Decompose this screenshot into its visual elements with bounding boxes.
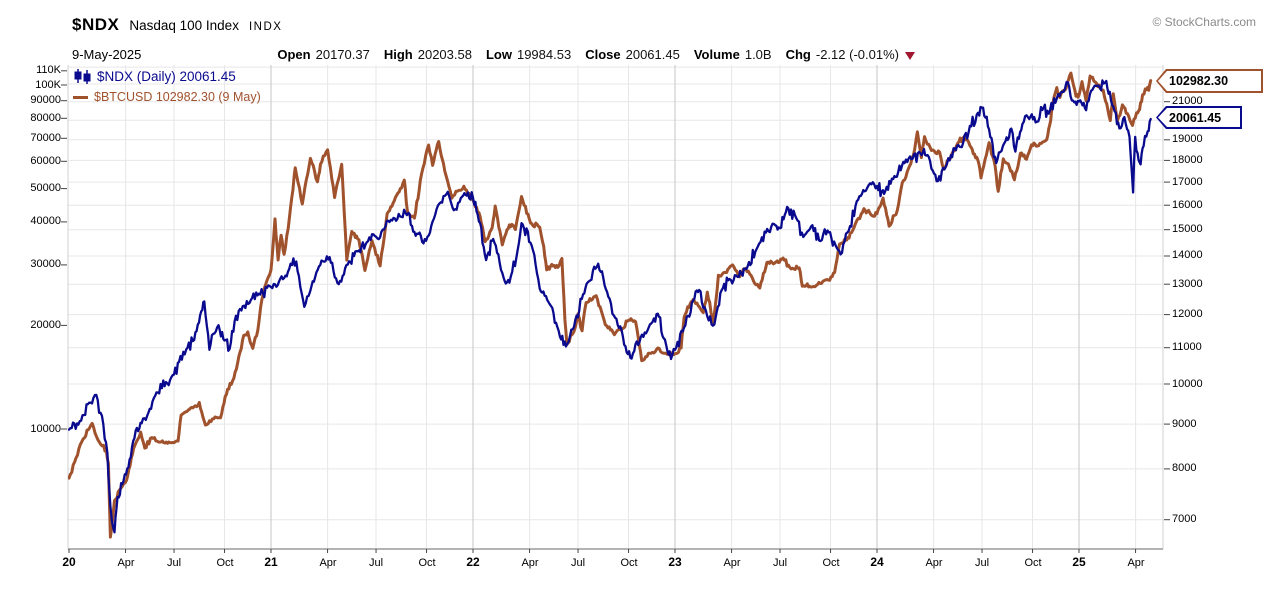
left-axis-label: 40000 <box>30 215 61 227</box>
x-axis-year-label: 22 <box>466 555 480 569</box>
x-axis-month-label: Jul <box>772 557 788 569</box>
x-axis-month-label: Oct <box>216 557 234 569</box>
right-axis-label: 15000 <box>1172 223 1203 235</box>
right-axis-label: 11000 <box>1172 341 1202 353</box>
x-axis-year-label: 20 <box>62 555 76 569</box>
right-axis-label: 17000 <box>1172 176 1203 188</box>
right-axis-label: 13000 <box>1172 278 1203 290</box>
x-axis-year-label: 24 <box>870 555 884 569</box>
legend-btcusd-label: $BTCUSD 102982.30 (9 May) <box>94 90 261 104</box>
x-axis-month-label: Oct <box>822 557 840 569</box>
x-axis-month-label: Apr <box>1127 557 1145 569</box>
x-axis-month-label: Oct <box>418 557 436 569</box>
legend-ndx: $NDX (Daily) 20061.45 <box>73 68 236 84</box>
x-axis-month-label: Apr <box>117 557 135 569</box>
x-axis-month-label: Oct <box>620 557 638 569</box>
right-axis-label: 9000 <box>1172 418 1197 430</box>
stockcharts-credit-link[interactable]: © StockCharts.com <box>1152 15 1256 29</box>
line-dash-icon <box>73 95 88 99</box>
x-axis-month-label: Apr <box>723 557 741 569</box>
symbol: $NDX <box>72 15 120 34</box>
change-down-triangle-icon <box>904 51 915 60</box>
left-axis-label: 70000 <box>30 132 61 144</box>
left-axis-label: 20000 <box>30 319 61 331</box>
right-axis-label: 18000 <box>1172 154 1203 166</box>
x-axis-year-label: 21 <box>264 555 278 569</box>
x-axis-month-label: Apr <box>319 557 337 569</box>
btc-price-flag: 102982.30 <box>1156 69 1263 93</box>
right-axis-label: 14000 <box>1172 249 1203 261</box>
left-axis-label: 30000 <box>30 258 61 270</box>
left-axis-label: 90000 <box>30 94 61 106</box>
btcusd-series-line <box>68 71 1153 539</box>
x-axis-month-label: Jul <box>974 557 990 569</box>
right-axis-label: 8000 <box>1172 462 1197 474</box>
x-axis-month-label: Oct <box>1024 557 1042 569</box>
quote-low: Low 19984.53 <box>485 47 572 62</box>
symbol-name: Nasdaq 100 Index <box>129 18 239 33</box>
btc-price-flag-value: 102982.30 <box>1158 71 1261 91</box>
x-axis-month-label: Jul <box>166 557 182 569</box>
right-axis-label: 16000 <box>1172 199 1203 211</box>
x-axis-year-label: 25 <box>1072 555 1086 569</box>
quote-summary: 9-May-2025 Open 20170.37 High 20203.58 L… <box>72 47 929 62</box>
right-axis-label: 12000 <box>1172 308 1203 320</box>
right-axis-label: 10000 <box>1172 378 1203 390</box>
right-axis-label: 7000 <box>1172 513 1197 525</box>
x-axis-month-label: Apr <box>925 557 943 569</box>
x-axis-month-label: Apr <box>521 557 539 569</box>
left-axis-label: 50000 <box>30 182 61 194</box>
symbol-exchange: INDX <box>248 21 283 33</box>
x-axis-year-label: 23 <box>668 555 682 569</box>
x-axis-month-label: Jul <box>570 557 586 569</box>
quote-close: Close 20061.45 <box>585 47 680 62</box>
candlestick-icon <box>74 69 91 84</box>
x-axis-month-label: Jul <box>368 557 384 569</box>
right-axis-label: 19000 <box>1172 133 1203 145</box>
quote-date: 9-May-2025 <box>72 47 142 62</box>
quote-change: Chg -2.12 (-0.01%) <box>786 47 915 62</box>
right-axis-label: 21000 <box>1172 95 1203 107</box>
left-axis-label: 60000 <box>30 155 61 167</box>
quote-volume: Volume 1.0B <box>693 47 772 62</box>
chart-title: $NDX Nasdaq 100 Index INDX <box>72 15 282 35</box>
left-axis-label: 100K <box>35 79 61 91</box>
ndx-series-line <box>68 79 1152 534</box>
left-axis-label: 10000 <box>30 423 61 435</box>
legend-ndx-label: $NDX (Daily) 20061.45 <box>97 68 236 84</box>
quote-high: High 20203.58 <box>383 47 472 62</box>
quote-open: Open 20170.37 <box>277 47 370 62</box>
ndx-price-flag-value: 20061.45 <box>1158 108 1240 127</box>
ndx-price-flag: 20061.45 <box>1156 106 1242 129</box>
left-axis-label: 80000 <box>30 112 61 124</box>
left-axis-label: 110K <box>36 64 61 76</box>
legend-btcusd: $BTCUSD 102982.30 (9 May) <box>73 90 261 104</box>
